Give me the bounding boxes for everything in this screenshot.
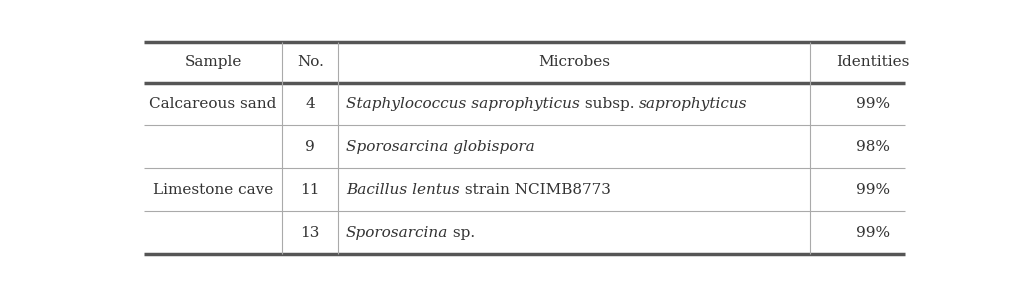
Text: Sample: Sample	[184, 55, 241, 69]
Text: 9: 9	[305, 140, 315, 154]
Text: 98%: 98%	[856, 140, 890, 154]
Text: strain NCIMB8773: strain NCIMB8773	[459, 183, 611, 197]
Text: Staphylococcus saprophyticus: Staphylococcus saprophyticus	[346, 97, 580, 111]
Text: Sporosarcina: Sporosarcina	[346, 226, 448, 240]
Text: Identities: Identities	[837, 55, 909, 69]
Text: saprophyticus: saprophyticus	[639, 97, 748, 111]
Text: 13: 13	[301, 226, 320, 240]
Text: Microbes: Microbes	[538, 55, 610, 69]
Text: Calcareous sand: Calcareous sand	[149, 97, 277, 111]
Text: No.: No.	[297, 55, 323, 69]
Text: 99%: 99%	[856, 183, 890, 197]
Text: 11: 11	[301, 183, 320, 197]
Text: 4: 4	[305, 97, 315, 111]
Text: 99%: 99%	[856, 226, 890, 240]
Text: Sporosarcina globispora: Sporosarcina globispora	[346, 140, 535, 154]
Text: 99%: 99%	[856, 97, 890, 111]
Text: Bacillus lentus: Bacillus lentus	[346, 183, 459, 197]
Text: sp.: sp.	[448, 226, 476, 240]
Text: subsp.: subsp.	[580, 97, 639, 111]
Text: Limestone cave: Limestone cave	[153, 183, 273, 197]
